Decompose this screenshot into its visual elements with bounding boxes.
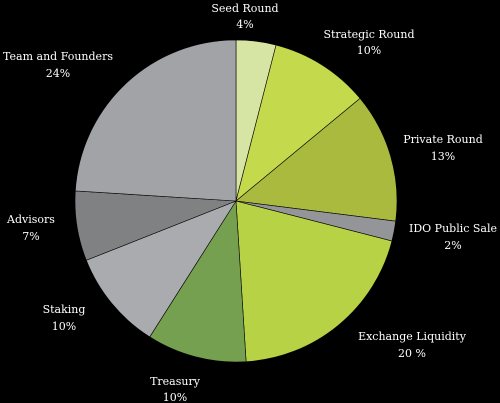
- value-ido-public-sale: 2%: [444, 239, 461, 252]
- label-private-round: Private Round: [403, 133, 483, 146]
- value-strategic-round: 10%: [357, 44, 381, 57]
- slice-team-and-founders: [75, 39, 237, 202]
- value-seed-round: 4%: [236, 18, 253, 31]
- label-seed-round: Seed Round: [211, 2, 278, 15]
- slice-staking: [85, 200, 237, 338]
- label-staking: Staking: [43, 303, 86, 316]
- value-treasury: 10%: [163, 391, 187, 403]
- value-exchange-liquidity: 20 %: [398, 347, 426, 360]
- value-private-round: 13%: [431, 150, 455, 163]
- value-staking: 10%: [52, 320, 76, 333]
- label-ido-public-sale: IDO Public Sale: [409, 222, 497, 235]
- slice-exchange-liquidity: [235, 200, 393, 362]
- pie-slices: [74, 39, 398, 363]
- slice-strategic-round: [235, 44, 361, 202]
- value-team-and-founders: 24%: [46, 67, 70, 80]
- value-advisors: 7%: [22, 230, 39, 243]
- label-advisors: Advisors: [6, 213, 55, 226]
- label-team-and-founders: Team and Founders: [3, 50, 113, 63]
- label-treasury: Treasury: [150, 375, 201, 388]
- label-exchange-liquidity: Exchange Liquidity: [358, 330, 467, 343]
- label-strategic-round: Strategic Round: [323, 28, 414, 41]
- slice-private-round: [235, 97, 398, 222]
- slice-treasury: [149, 200, 247, 363]
